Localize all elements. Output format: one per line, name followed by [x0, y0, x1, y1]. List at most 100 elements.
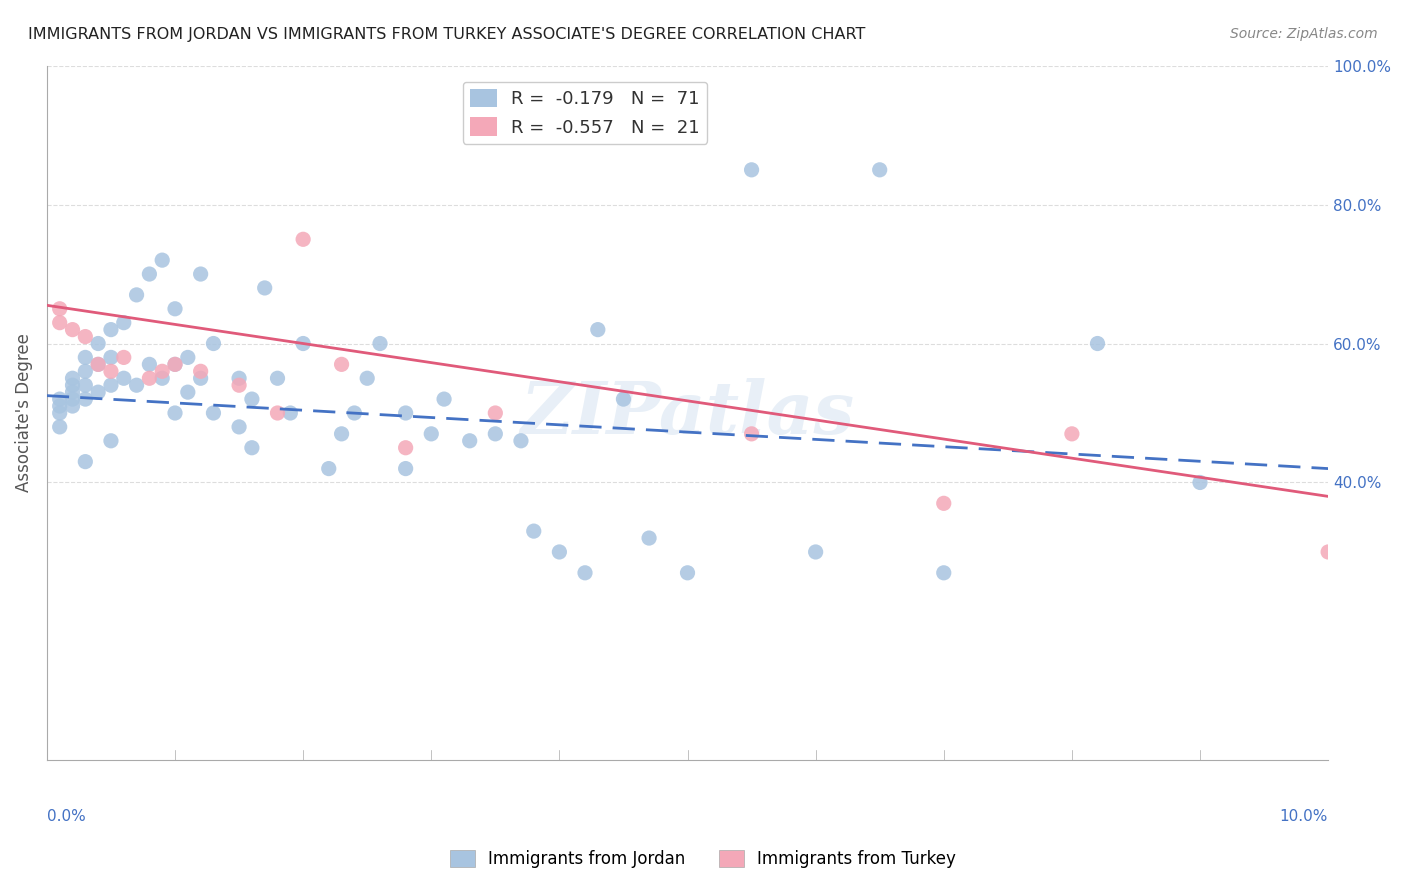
Immigrants from Turkey: [932, 496, 955, 510]
Immigrants from Jordan: [62, 392, 84, 406]
Immigrants from Jordan: [177, 385, 200, 400]
Text: 0.0%: 0.0%: [46, 809, 86, 824]
Immigrants from Jordan: [240, 441, 263, 455]
Immigrants from Jordan: [433, 392, 456, 406]
Immigrants from Jordan: [150, 253, 173, 268]
Immigrants from Jordan: [75, 378, 97, 392]
Immigrants from Jordan: [62, 385, 84, 400]
Immigrants from Jordan: [87, 357, 110, 371]
Immigrants from Jordan: [112, 316, 135, 330]
Immigrants from Jordan: [804, 545, 827, 559]
Immigrants from Turkey: [292, 232, 315, 246]
Immigrants from Jordan: [48, 406, 70, 420]
Immigrants from Turkey: [87, 357, 110, 371]
Immigrants from Turkey: [150, 364, 173, 378]
Immigrants from Jordan: [330, 426, 353, 441]
Immigrants from Turkey: [48, 301, 70, 316]
Immigrants from Jordan: [510, 434, 533, 448]
Immigrants from Jordan: [48, 392, 70, 406]
Immigrants from Jordan: [253, 281, 276, 295]
Immigrants from Jordan: [202, 406, 225, 420]
Immigrants from Turkey: [1317, 545, 1340, 559]
Immigrants from Jordan: [395, 461, 418, 475]
Immigrants from Turkey: [190, 364, 212, 378]
Immigrants from Jordan: [869, 162, 891, 177]
Immigrants from Jordan: [87, 385, 110, 400]
Immigrants from Jordan: [75, 392, 97, 406]
Text: IMMIGRANTS FROM JORDAN VS IMMIGRANTS FROM TURKEY ASSOCIATE'S DEGREE CORRELATION : IMMIGRANTS FROM JORDAN VS IMMIGRANTS FRO…: [28, 27, 866, 42]
Text: ZIPatlas: ZIPatlas: [520, 377, 855, 449]
Immigrants from Jordan: [368, 336, 391, 351]
Immigrants from Jordan: [356, 371, 378, 385]
Immigrants from Turkey: [48, 316, 70, 330]
Immigrants from Jordan: [190, 267, 212, 281]
Immigrants from Jordan: [62, 378, 84, 392]
Immigrants from Jordan: [177, 351, 200, 365]
Y-axis label: Associate's Degree: Associate's Degree: [15, 334, 32, 492]
Immigrants from Jordan: [343, 406, 366, 420]
Immigrants from Jordan: [163, 301, 186, 316]
Immigrants from Jordan: [484, 426, 506, 441]
Legend: Immigrants from Jordan, Immigrants from Turkey: Immigrants from Jordan, Immigrants from …: [443, 843, 963, 875]
Immigrants from Jordan: [138, 267, 160, 281]
Immigrants from Jordan: [292, 336, 315, 351]
Immigrants from Jordan: [240, 392, 263, 406]
Immigrants from Jordan: [741, 162, 763, 177]
Immigrants from Turkey: [163, 357, 186, 371]
Immigrants from Jordan: [125, 288, 148, 302]
Immigrants from Jordan: [638, 531, 661, 545]
Immigrants from Turkey: [62, 323, 84, 337]
Immigrants from Turkey: [100, 364, 122, 378]
Legend: R =  -0.179   N =  71, R =  -0.557   N =  21: R = -0.179 N = 71, R = -0.557 N = 21: [463, 81, 707, 144]
Immigrants from Turkey: [330, 357, 353, 371]
Immigrants from Jordan: [87, 336, 110, 351]
Immigrants from Jordan: [523, 524, 546, 538]
Immigrants from Jordan: [100, 378, 122, 392]
Immigrants from Jordan: [75, 455, 97, 469]
Immigrants from Jordan: [62, 399, 84, 413]
Immigrants from Jordan: [150, 371, 173, 385]
Immigrants from Jordan: [190, 371, 212, 385]
Immigrants from Jordan: [395, 406, 418, 420]
Immigrants from Jordan: [612, 392, 634, 406]
Immigrants from Jordan: [125, 378, 148, 392]
Immigrants from Turkey: [266, 406, 288, 420]
Immigrants from Jordan: [266, 371, 288, 385]
Immigrants from Jordan: [163, 406, 186, 420]
Immigrants from Jordan: [202, 336, 225, 351]
Immigrants from Turkey: [138, 371, 160, 385]
Immigrants from Turkey: [75, 329, 97, 343]
Immigrants from Jordan: [1087, 336, 1109, 351]
Immigrants from Jordan: [420, 426, 443, 441]
Immigrants from Jordan: [574, 566, 596, 580]
Immigrants from Jordan: [586, 323, 609, 337]
Immigrants from Jordan: [228, 371, 250, 385]
Immigrants from Jordan: [48, 420, 70, 434]
Text: 10.0%: 10.0%: [1279, 809, 1329, 824]
Immigrants from Jordan: [458, 434, 481, 448]
Immigrants from Jordan: [112, 371, 135, 385]
Immigrants from Jordan: [1188, 475, 1211, 490]
Immigrants from Jordan: [278, 406, 301, 420]
Immigrants from Jordan: [100, 434, 122, 448]
Immigrants from Turkey: [1060, 426, 1083, 441]
Immigrants from Jordan: [932, 566, 955, 580]
Immigrants from Jordan: [75, 351, 97, 365]
Immigrants from Jordan: [548, 545, 571, 559]
Immigrants from Turkey: [484, 406, 506, 420]
Immigrants from Jordan: [228, 420, 250, 434]
Immigrants from Jordan: [75, 364, 97, 378]
Text: Source: ZipAtlas.com: Source: ZipAtlas.com: [1230, 27, 1378, 41]
Immigrants from Jordan: [318, 461, 340, 475]
Immigrants from Jordan: [676, 566, 699, 580]
Immigrants from Jordan: [62, 371, 84, 385]
Immigrants from Jordan: [138, 357, 160, 371]
Immigrants from Turkey: [741, 426, 763, 441]
Immigrants from Turkey: [395, 441, 418, 455]
Immigrants from Turkey: [112, 351, 135, 365]
Immigrants from Jordan: [48, 399, 70, 413]
Immigrants from Jordan: [100, 351, 122, 365]
Immigrants from Jordan: [163, 357, 186, 371]
Immigrants from Turkey: [228, 378, 250, 392]
Immigrants from Jordan: [100, 323, 122, 337]
